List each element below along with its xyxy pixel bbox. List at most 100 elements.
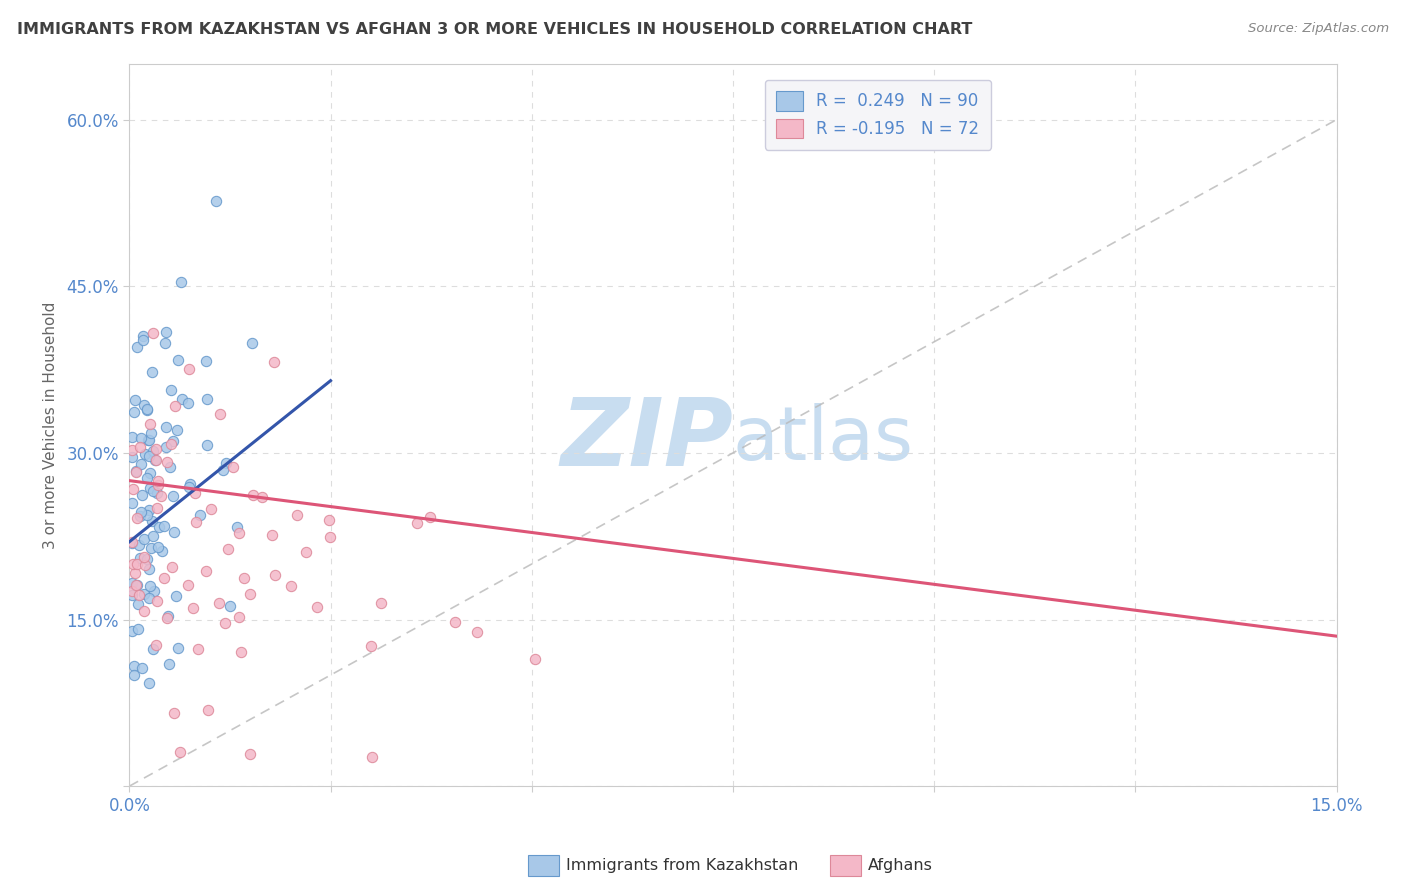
Point — [148, 540, 170, 554]
Point — [187, 641, 209, 656]
Point — [125, 464, 148, 478]
Point — [131, 488, 153, 502]
Point — [169, 275, 191, 289]
Point — [142, 529, 165, 543]
Point — [121, 588, 143, 602]
Point — [231, 644, 253, 658]
Point — [122, 405, 145, 419]
Point — [125, 511, 148, 525]
Point — [129, 505, 152, 519]
Point — [121, 576, 143, 591]
Point — [136, 403, 159, 417]
Point — [128, 588, 150, 602]
Point — [159, 459, 181, 474]
Point — [239, 747, 262, 761]
Point — [136, 433, 159, 447]
Point — [128, 538, 150, 552]
Point — [152, 571, 174, 585]
Point — [132, 329, 155, 343]
Point — [121, 536, 143, 550]
Text: atlas: atlas — [733, 403, 914, 476]
Point — [360, 640, 382, 654]
Point — [142, 326, 165, 341]
Point — [127, 578, 149, 592]
Point — [148, 520, 170, 534]
Point — [143, 453, 166, 467]
Point — [218, 541, 240, 556]
Point — [155, 440, 177, 454]
Point — [129, 508, 152, 523]
Point — [169, 745, 191, 759]
Point — [142, 483, 165, 498]
Point — [211, 463, 233, 477]
Point — [139, 466, 162, 480]
Point — [153, 336, 176, 351]
Point — [145, 453, 167, 467]
Point — [134, 550, 156, 565]
Point — [184, 515, 207, 529]
Point — [204, 194, 226, 209]
Point — [162, 489, 184, 503]
Point — [307, 600, 329, 615]
Point — [146, 474, 169, 488]
Point — [239, 587, 262, 601]
Point — [134, 587, 156, 601]
Point — [149, 489, 172, 503]
Point — [155, 325, 177, 339]
Point — [122, 668, 145, 682]
Text: IMMIGRANTS FROM KAZAKHSTAN VS AFGHAN 3 OR MORE VEHICLES IN HOUSEHOLD CORRELATION: IMMIGRANTS FROM KAZAKHSTAN VS AFGHAN 3 O… — [17, 22, 972, 37]
Point — [138, 676, 160, 690]
Point — [142, 443, 165, 458]
Point — [240, 336, 263, 351]
Point — [285, 508, 308, 522]
Point — [218, 599, 240, 614]
Point — [262, 528, 284, 542]
Point — [136, 471, 159, 485]
Point — [125, 465, 148, 479]
Point — [138, 481, 160, 495]
Point — [135, 402, 157, 417]
Point — [127, 597, 149, 611]
Point — [138, 450, 160, 464]
Point — [156, 455, 179, 469]
Point — [195, 438, 218, 452]
Point — [145, 639, 167, 653]
Point — [208, 596, 231, 610]
Point — [155, 420, 177, 434]
Point — [134, 532, 156, 546]
Point — [370, 596, 392, 610]
Point — [139, 541, 162, 555]
Point — [157, 657, 180, 672]
Point — [125, 558, 148, 572]
Point — [145, 501, 167, 516]
Point — [177, 395, 200, 409]
Point — [419, 509, 441, 524]
Point — [360, 750, 382, 764]
Point — [138, 591, 160, 605]
Point — [242, 488, 264, 502]
Point — [138, 503, 160, 517]
Point — [141, 365, 163, 379]
Point — [295, 545, 318, 559]
Point — [138, 562, 160, 576]
Point — [465, 624, 488, 639]
Point — [233, 571, 256, 585]
Point — [125, 340, 148, 354]
Point — [139, 578, 162, 592]
Point — [280, 579, 302, 593]
Point — [145, 442, 167, 457]
Point — [132, 333, 155, 347]
Point — [160, 559, 183, 574]
Point — [146, 478, 169, 492]
Point — [177, 362, 200, 376]
Point — [135, 552, 157, 566]
Point — [209, 407, 232, 421]
Point — [121, 430, 143, 444]
Point — [141, 514, 163, 528]
Point — [135, 508, 157, 522]
Point — [163, 525, 186, 540]
Point — [121, 496, 143, 510]
Point — [121, 482, 143, 496]
Point — [159, 383, 181, 397]
Point — [165, 399, 187, 413]
